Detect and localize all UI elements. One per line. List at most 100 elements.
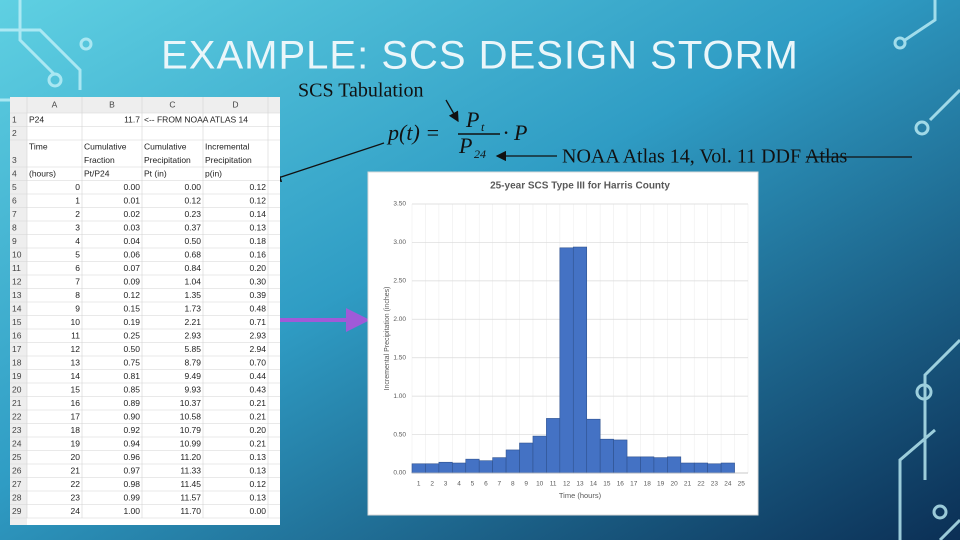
cell: 11.57 <box>180 492 201 502</box>
cell: 5 <box>75 249 80 259</box>
chart-title: 25-year SCS Type III for Harris County <box>490 181 670 192</box>
cell: 10.58 <box>180 411 202 421</box>
bar <box>559 247 574 474</box>
y-tick-label: 0.00 <box>393 470 406 477</box>
bar <box>613 439 628 474</box>
x-tick-label: 9 <box>524 481 528 488</box>
cell: 0.50 <box>184 236 201 246</box>
cell: 0.23 <box>184 209 201 219</box>
bar <box>505 449 520 474</box>
cell: 1.35 <box>184 290 201 300</box>
cell: 11.45 <box>180 479 201 489</box>
cell: 0.09 <box>123 276 140 286</box>
cell: 23 <box>71 492 81 502</box>
x-tick-label: 21 <box>684 481 692 488</box>
cell: 0.89 <box>123 398 140 408</box>
y-tick-label: 2.50 <box>393 278 406 285</box>
row-number: 28 <box>12 492 22 502</box>
x-tick-label: 2 <box>430 481 434 488</box>
cell: 7 <box>75 276 80 286</box>
cell: 0.18 <box>249 236 266 246</box>
cell: 11.33 <box>180 465 201 475</box>
cell: 9.93 <box>184 384 201 394</box>
cell: 11.7 <box>124 114 140 124</box>
bar <box>640 456 655 474</box>
slide-title: EXAMPLE: SCS DESIGN STORM <box>161 34 799 78</box>
row-number: 25 <box>12 452 22 462</box>
header-cell: Precipitation <box>205 155 252 165</box>
bar <box>707 463 722 474</box>
cell: 0.21 <box>249 438 266 448</box>
bar <box>667 456 682 474</box>
cell: 2 <box>75 209 80 219</box>
cell: 0.03 <box>123 222 140 232</box>
formula-den: P <box>458 133 472 158</box>
row-number: 6 <box>12 195 17 205</box>
x-tick-label: 15 <box>603 481 611 488</box>
row-number: 7 <box>12 209 17 219</box>
row-number: 22 <box>12 411 22 421</box>
bar <box>478 460 493 474</box>
row-number: 29 <box>12 506 22 516</box>
cell: P24 <box>29 114 44 124</box>
callout-source: NOAA Atlas 14, Vol. 11 DDF Atlas <box>562 146 847 168</box>
cell: 19 <box>71 438 81 448</box>
y-axis-label: Incremental Precipitation (inches) <box>384 287 391 391</box>
cell: 24 <box>71 506 81 516</box>
bar <box>626 456 641 474</box>
header-cell: Cumulative <box>144 141 187 151</box>
cell: 1.73 <box>184 303 201 313</box>
cell: 0.50 <box>123 344 140 354</box>
cell: 0.02 <box>123 209 140 219</box>
cell: Pt/P24 <box>84 168 110 178</box>
callout-tabulation: SCS Tabulation <box>298 80 423 102</box>
bar <box>411 463 426 474</box>
cell: 10.79 <box>180 425 202 435</box>
bar <box>653 457 668 474</box>
x-tick-label: 14 <box>590 481 598 488</box>
cell: 0.12 <box>249 182 266 192</box>
formula-rhs: · P <box>503 120 527 145</box>
cell: 10.37 <box>180 398 202 408</box>
spreadsheet <box>10 97 280 525</box>
x-tick-label: 25 <box>738 481 746 488</box>
row-number: 8 <box>12 222 17 232</box>
bar <box>519 442 534 474</box>
x-tick-label: 20 <box>670 481 678 488</box>
cell: 0.00 <box>184 182 201 192</box>
cell: 0.13 <box>249 465 266 475</box>
y-tick-label: 2.00 <box>393 316 406 323</box>
bar <box>452 462 467 474</box>
x-tick-label: 12 <box>563 481 571 488</box>
cell: 0.75 <box>123 357 140 367</box>
x-tick-label: 11 <box>550 481 557 488</box>
cell: 8 <box>75 290 80 300</box>
cell: 1.00 <box>123 506 140 516</box>
column-letter: B <box>109 99 115 109</box>
cell: 9.49 <box>184 371 201 381</box>
cell: 0.15 <box>123 303 140 313</box>
cell: 0.13 <box>249 492 266 502</box>
header-cell: Incremental <box>205 141 250 151</box>
header-cell: Precipitation <box>144 155 191 165</box>
row-number: 11 <box>12 263 21 273</box>
y-tick-label: 3.00 <box>393 239 406 246</box>
column-letter: A <box>52 99 58 109</box>
row-number: 17 <box>12 344 22 354</box>
row-number: 1 <box>12 114 17 124</box>
cell: 0.12 <box>249 195 266 205</box>
x-tick-label: 16 <box>617 481 625 488</box>
cell: 0.06 <box>123 249 140 259</box>
cell: 2.94 <box>249 344 266 354</box>
cell: 0.04 <box>123 236 140 246</box>
cell: 0.21 <box>249 398 266 408</box>
cell: 0.85 <box>123 384 140 394</box>
cell: 0.01 <box>123 195 140 205</box>
cell: 0.37 <box>184 222 201 232</box>
bar <box>425 463 440 474</box>
chart: 25-year SCS Type III for Harris County Ti… <box>384 181 749 500</box>
cell: 0.43 <box>249 384 266 394</box>
cell: 0.90 <box>123 411 140 421</box>
